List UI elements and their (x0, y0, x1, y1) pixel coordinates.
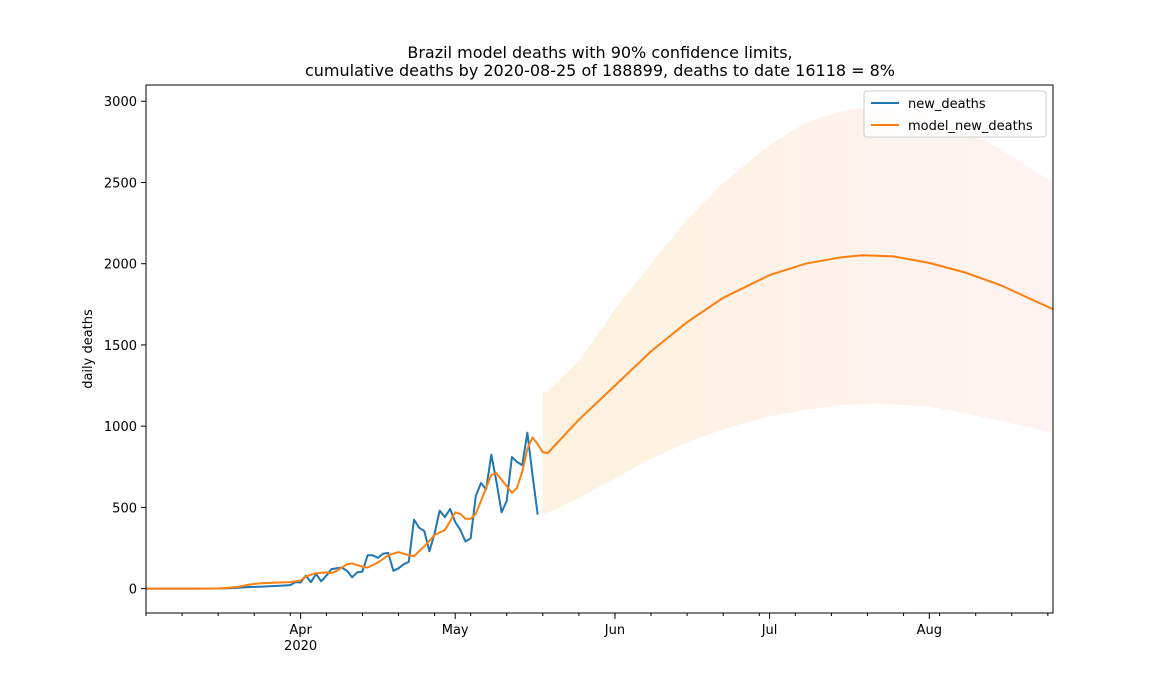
confidence-band (542, 106, 1053, 514)
y-tick-label: 500 (112, 501, 137, 516)
y-tick-label: 3000 (104, 95, 137, 110)
legend: new_deaths model_new_deaths (863, 90, 1047, 138)
plot-frame (145, 84, 1054, 614)
y-tick-label: 0 (129, 583, 137, 598)
x-tick-label: Jul (761, 623, 778, 638)
y-tick-label: 2500 (104, 176, 137, 191)
x-tick-sublabel: 2020 (284, 639, 317, 654)
legend-label-model-new-deaths: model_new_deaths (908, 119, 1033, 134)
x-tick-label: Apr (289, 623, 312, 638)
chart-title-line-1: Brazil model deaths with 90% confidence … (407, 43, 792, 62)
y-axis-label: daily deaths (81, 309, 96, 389)
plot-area (146, 106, 1053, 590)
legend-box (863, 90, 1047, 138)
x-tick-label: Aug (917, 623, 942, 638)
series-line-model-new-deaths (146, 254, 1053, 590)
legend-label-new-deaths: new_deaths (908, 97, 986, 112)
x-tick-label: May (442, 623, 469, 638)
chart-title-line-2: cumulative deaths by 2020-08-25 of 18889… (305, 61, 895, 80)
x-tick-label: Jun (604, 623, 625, 638)
series-layer (146, 254, 1053, 590)
y-axis: 0 500 1000 1500 2000 2500 3000 (104, 95, 146, 598)
y-tick-label: 1500 (104, 339, 137, 354)
series-line-new-deaths (146, 431, 539, 590)
y-tick-label: 2000 (104, 258, 137, 273)
y-tick-label: 1000 (104, 420, 137, 435)
